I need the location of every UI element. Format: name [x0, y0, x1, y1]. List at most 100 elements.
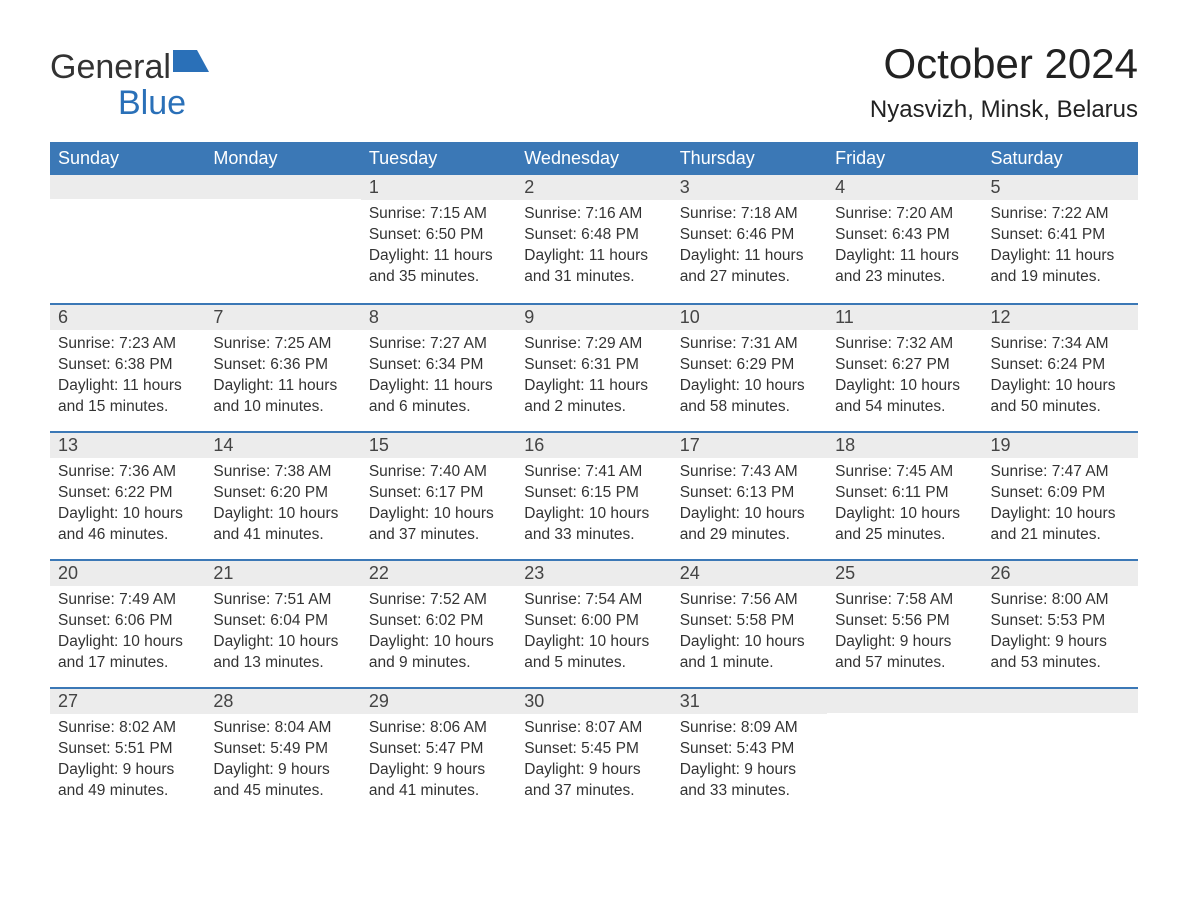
sunset-line: Sunset: 5:47 PM	[369, 739, 508, 760]
sunset-line: Sunset: 5:49 PM	[213, 739, 352, 760]
calendar-cell: 16Sunrise: 7:41 AMSunset: 6:15 PMDayligh…	[516, 431, 671, 559]
sunrise-line: Sunrise: 7:47 AM	[991, 462, 1130, 483]
calendar-cell: 20Sunrise: 7:49 AMSunset: 6:06 PMDayligh…	[50, 559, 205, 687]
sunset-line: Sunset: 6:15 PM	[524, 483, 663, 504]
daylight-line: Daylight: 9 hours and 37 minutes.	[524, 760, 663, 802]
day-number: 9	[516, 303, 671, 330]
daylight-line: Daylight: 10 hours and 54 minutes.	[835, 376, 974, 418]
day-details: Sunrise: 7:22 AMSunset: 6:41 PMDaylight:…	[983, 200, 1138, 296]
daylight-line: Daylight: 10 hours and 37 minutes.	[369, 504, 508, 546]
sunset-line: Sunset: 6:20 PM	[213, 483, 352, 504]
sunset-line: Sunset: 6:46 PM	[680, 225, 819, 246]
calendar-cell: 26Sunrise: 8:00 AMSunset: 5:53 PMDayligh…	[983, 559, 1138, 687]
location-subtitle: Nyasvizh, Minsk, Belarus	[870, 96, 1138, 124]
sunrise-line: Sunrise: 7:36 AM	[58, 462, 197, 483]
day-details: Sunrise: 8:06 AMSunset: 5:47 PMDaylight:…	[361, 714, 516, 810]
day-details: Sunrise: 7:29 AMSunset: 6:31 PMDaylight:…	[516, 330, 671, 426]
day-details: Sunrise: 7:20 AMSunset: 6:43 PMDaylight:…	[827, 200, 982, 296]
daylight-line: Daylight: 10 hours and 50 minutes.	[991, 376, 1130, 418]
weekday-header: Thursday	[672, 142, 827, 175]
sunrise-line: Sunrise: 7:18 AM	[680, 204, 819, 225]
weekday-header: Wednesday	[516, 142, 671, 175]
calendar-table: SundayMondayTuesdayWednesdayThursdayFrid…	[50, 142, 1138, 815]
day-details: Sunrise: 7:43 AMSunset: 6:13 PMDaylight:…	[672, 458, 827, 554]
day-number: 5	[983, 175, 1138, 200]
day-details: Sunrise: 7:32 AMSunset: 6:27 PMDaylight:…	[827, 330, 982, 426]
calendar-cell: 4Sunrise: 7:20 AMSunset: 6:43 PMDaylight…	[827, 175, 982, 303]
calendar-cell: 8 Sunrise: 7:27 AMSunset: 6:34 PMDaylight…	[361, 303, 516, 431]
calendar-cell: 2Sunrise: 7:16 AMSunset: 6:48 PMDaylight…	[516, 175, 671, 303]
day-details: Sunrise: 8:02 AMSunset: 5:51 PMDaylight:…	[50, 714, 205, 810]
day-details: Sunrise: 7:34 AMSunset: 6:24 PMDaylight:…	[983, 330, 1138, 426]
day-details: Sunrise: 7:31 AMSunset: 6:29 PMDaylight:…	[672, 330, 827, 426]
sunset-line: Sunset: 6:22 PM	[58, 483, 197, 504]
day-number: 25	[827, 559, 982, 586]
sunrise-line: Sunrise: 7:31 AM	[680, 334, 819, 355]
day-details: Sunrise: 7:47 AMSunset: 6:09 PMDaylight:…	[983, 458, 1138, 554]
sunset-line: Sunset: 5:43 PM	[680, 739, 819, 760]
sunrise-line: Sunrise: 8:04 AM	[213, 718, 352, 739]
calendar-body: 1Sunrise: 7:15 AMSunset: 6:50 PMDaylight…	[50, 175, 1138, 815]
daylight-line: Daylight: 10 hours and 41 minutes.	[213, 504, 352, 546]
day-number: 18	[827, 431, 982, 458]
calendar-cell: 31Sunrise: 8:09 AMSunset: 5:43 PMDayligh…	[672, 687, 827, 815]
day-number: 23	[516, 559, 671, 586]
calendar-cell	[50, 175, 205, 303]
calendar-cell: 3Sunrise: 7:18 AMSunset: 6:46 PMDaylight…	[672, 175, 827, 303]
day-number: 2	[516, 175, 671, 200]
sunrise-line: Sunrise: 7:16 AM	[524, 204, 663, 225]
day-details: Sunrise: 7:45 AMSunset: 6:11 PMDaylight:…	[827, 458, 982, 554]
daylight-line: Daylight: 10 hours and 9 minutes.	[369, 632, 508, 674]
day-number: 14	[205, 431, 360, 458]
calendar-cell: 5Sunrise: 7:22 AMSunset: 6:41 PMDaylight…	[983, 175, 1138, 303]
day-details: Sunrise: 7:51 AMSunset: 6:04 PMDaylight:…	[205, 586, 360, 682]
sunset-line: Sunset: 6:31 PM	[524, 355, 663, 376]
day-number: 11	[827, 303, 982, 330]
calendar-week-row: 20Sunrise: 7:49 AMSunset: 6:06 PMDayligh…	[50, 559, 1138, 687]
sunset-line: Sunset: 6:34 PM	[369, 355, 508, 376]
brand-name-part1: General	[50, 48, 171, 86]
sunrise-line: Sunrise: 8:00 AM	[991, 590, 1130, 611]
empty-day	[205, 175, 360, 199]
day-details: Sunrise: 8:09 AMSunset: 5:43 PMDaylight:…	[672, 714, 827, 810]
sunset-line: Sunset: 6:00 PM	[524, 611, 663, 632]
daylight-line: Daylight: 11 hours and 23 minutes.	[835, 246, 974, 288]
calendar-page: General Blue October 2024 Nyasvizh, Mins…	[0, 0, 1188, 918]
daylight-line: Daylight: 10 hours and 17 minutes.	[58, 632, 197, 674]
sunrise-line: Sunrise: 7:38 AM	[213, 462, 352, 483]
empty-day	[983, 687, 1138, 713]
day-details: Sunrise: 7:15 AMSunset: 6:50 PMDaylight:…	[361, 200, 516, 296]
sunrise-line: Sunrise: 7:56 AM	[680, 590, 819, 611]
day-number: 17	[672, 431, 827, 458]
sunrise-line: Sunrise: 7:27 AM	[369, 334, 508, 355]
day-number: 8	[361, 303, 516, 330]
day-number: 20	[50, 559, 205, 586]
calendar-cell: 24Sunrise: 7:56 AMSunset: 5:58 PMDayligh…	[672, 559, 827, 687]
day-details: Sunrise: 8:07 AMSunset: 5:45 PMDaylight:…	[516, 714, 671, 810]
day-number: 1	[361, 175, 516, 200]
daylight-line: Daylight: 9 hours and 45 minutes.	[213, 760, 352, 802]
calendar-cell: 25Sunrise: 7:58 AMSunset: 5:56 PMDayligh…	[827, 559, 982, 687]
calendar-cell: 1Sunrise: 7:15 AMSunset: 6:50 PMDaylight…	[361, 175, 516, 303]
daylight-line: Daylight: 9 hours and 41 minutes.	[369, 760, 508, 802]
sunrise-line: Sunrise: 7:52 AM	[369, 590, 508, 611]
sunrise-line: Sunrise: 8:07 AM	[524, 718, 663, 739]
daylight-line: Daylight: 9 hours and 57 minutes.	[835, 632, 974, 674]
weekday-header: Monday	[205, 142, 360, 175]
calendar-week-row: 13Sunrise: 7:36 AMSunset: 6:22 PMDayligh…	[50, 431, 1138, 559]
daylight-line: Daylight: 11 hours and 6 minutes.	[369, 376, 508, 418]
daylight-line: Daylight: 9 hours and 49 minutes.	[58, 760, 197, 802]
daylight-line: Daylight: 10 hours and 5 minutes.	[524, 632, 663, 674]
daylight-line: Daylight: 10 hours and 13 minutes.	[213, 632, 352, 674]
day-details: Sunrise: 7:52 AMSunset: 6:02 PMDaylight:…	[361, 586, 516, 682]
daylight-line: Daylight: 10 hours and 1 minute.	[680, 632, 819, 674]
calendar-cell	[827, 687, 982, 815]
day-number: 24	[672, 559, 827, 586]
daylight-line: Daylight: 11 hours and 19 minutes.	[991, 246, 1130, 288]
sunset-line: Sunset: 6:17 PM	[369, 483, 508, 504]
empty-day	[827, 687, 982, 713]
day-number: 27	[50, 687, 205, 714]
calendar-header-row: SundayMondayTuesdayWednesdayThursdayFrid…	[50, 142, 1138, 175]
page-header: General Blue October 2024 Nyasvizh, Mins…	[50, 40, 1138, 124]
sunset-line: Sunset: 6:09 PM	[991, 483, 1130, 504]
